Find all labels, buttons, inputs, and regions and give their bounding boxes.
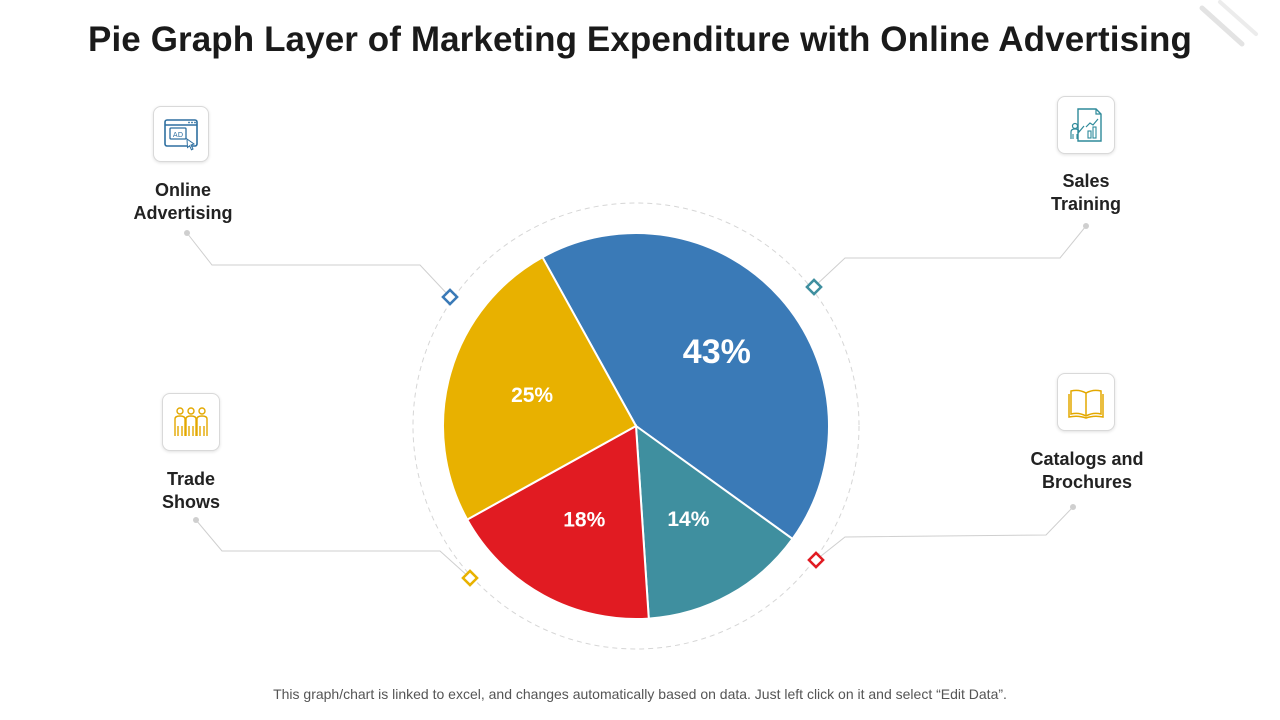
label-trade-shows: Trade Shows <box>106 468 276 514</box>
pie-data-label: 18% <box>563 508 605 531</box>
connector-catalogs-brochures <box>815 506 1074 561</box>
label-trade-shows-line1: Trade <box>166 469 216 489</box>
label-online-advertising-line1: Online <box>154 180 211 200</box>
pie-slice-sales-training[interactable] <box>634 423 794 620</box>
ad-browser-icon: AD <box>164 119 198 151</box>
pie-slice-catalogs-and-brochures[interactable] <box>465 424 650 620</box>
trade-shows-icon-box <box>162 393 220 451</box>
connector-dot-sales-training <box>1083 223 1089 229</box>
presentation-chart-icon <box>1070 108 1102 142</box>
connector-dot-catalogs-brochures <box>1070 504 1076 510</box>
connector-sales-training <box>813 225 1087 288</box>
pie-data-label: 25% <box>511 384 553 407</box>
label-trade-shows-line2: Shows <box>161 492 220 512</box>
marker-sales-training <box>805 278 823 296</box>
people-group-icon <box>174 407 208 436</box>
label-sales-training: Sales Training <box>1001 170 1171 216</box>
label-catalogs-brochures: Catalogs and Brochures <box>1002 448 1172 494</box>
label-catalogs-brochures-line2: Brochures <box>1041 472 1133 492</box>
marker-trade-shows <box>461 569 479 587</box>
pie-data-label: 43% <box>683 333 751 371</box>
corner-decoration <box>1199 0 1258 47</box>
sales-training-icon-box <box>1057 96 1115 154</box>
pie-outer-ring <box>412 202 860 650</box>
pie-data-label: 14% <box>667 508 709 531</box>
pie-slice-trade-shows[interactable] <box>442 255 638 521</box>
label-catalogs-brochures-line1: Catalogs and <box>1030 449 1144 469</box>
catalogs-brochures-icon-box <box>1057 373 1115 431</box>
connector-dot-online-advertising <box>184 230 190 236</box>
open-book-icon <box>1068 389 1104 419</box>
connector-dot-trade-shows <box>193 517 199 523</box>
connector-trade-shows <box>195 519 471 579</box>
online-advertising-icon-box: AD <box>153 106 209 162</box>
connector-online-advertising <box>186 232 451 298</box>
marker-catalogs-brochures <box>807 551 825 569</box>
label-sales-training-line1: Sales <box>1062 171 1110 191</box>
page-title: Pie Graph Layer of Marketing Expenditure… <box>88 20 1192 59</box>
label-online-advertising: Online Advertising <box>98 179 268 225</box>
label-online-advertising-line2: Advertising <box>133 203 233 223</box>
pie-slice-online-advertising[interactable] <box>541 232 830 541</box>
label-sales-training-line2: Training <box>1050 194 1121 214</box>
svg-text:AD: AD <box>173 131 183 139</box>
marker-online-advertising <box>441 288 459 306</box>
footer-note: This graph/chart is linked to excel, and… <box>273 686 1007 702</box>
